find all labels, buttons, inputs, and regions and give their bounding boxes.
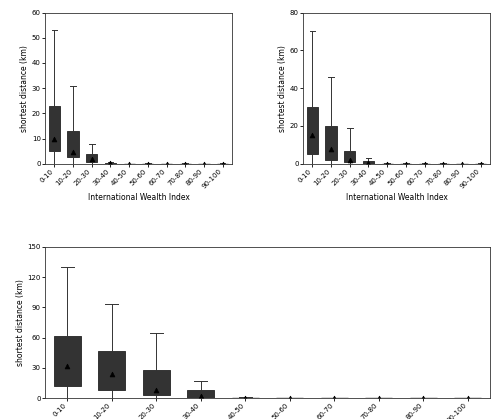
- Y-axis label: shortest distance (km): shortest distance (km): [278, 45, 287, 132]
- Text: (b): (b): [389, 254, 404, 264]
- PathPatch shape: [48, 106, 60, 151]
- PathPatch shape: [326, 126, 336, 160]
- PathPatch shape: [307, 107, 318, 154]
- PathPatch shape: [68, 131, 78, 158]
- Y-axis label: shortest distance (km): shortest distance (km): [16, 279, 24, 366]
- Text: (a): (a): [132, 254, 145, 264]
- X-axis label: International Wealth Index: International Wealth Index: [88, 193, 190, 202]
- PathPatch shape: [54, 336, 80, 386]
- PathPatch shape: [86, 154, 98, 163]
- PathPatch shape: [363, 161, 374, 164]
- PathPatch shape: [344, 150, 356, 162]
- PathPatch shape: [188, 390, 214, 398]
- PathPatch shape: [98, 351, 125, 390]
- X-axis label: International Wealth Index: International Wealth Index: [346, 193, 448, 202]
- PathPatch shape: [143, 370, 170, 395]
- Y-axis label: shortest distance (km): shortest distance (km): [20, 45, 29, 132]
- PathPatch shape: [105, 163, 116, 164]
